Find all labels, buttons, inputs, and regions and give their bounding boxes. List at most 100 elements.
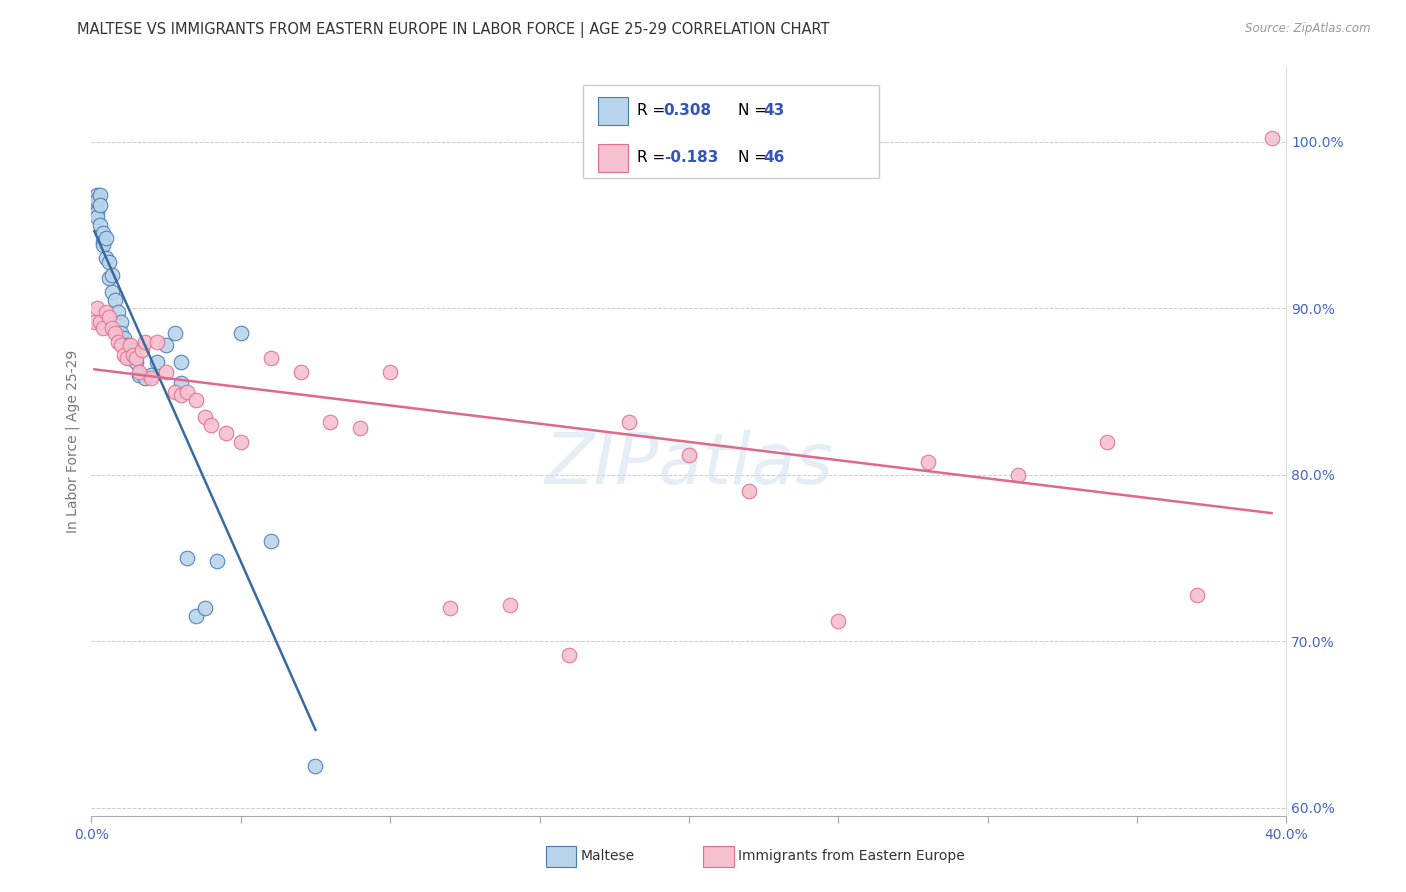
Point	[146, 334, 169, 349]
Point	[86, 204, 108, 219]
Point	[101, 285, 124, 299]
Point	[499, 598, 522, 612]
Point	[98, 271, 121, 285]
Text: R =: R =	[637, 103, 671, 119]
Text: 46: 46	[763, 150, 785, 165]
Point	[93, 227, 115, 241]
Point	[259, 351, 281, 366]
Point	[93, 238, 115, 252]
Point	[737, 484, 759, 499]
Point	[98, 254, 121, 268]
Point	[120, 338, 142, 352]
Text: Maltese: Maltese	[581, 849, 634, 863]
Point	[619, 415, 641, 429]
Point	[83, 204, 105, 219]
Point	[110, 315, 132, 329]
Point	[112, 348, 135, 362]
Point	[83, 193, 105, 207]
Point	[101, 268, 124, 282]
Point	[122, 348, 145, 362]
Text: 0.308: 0.308	[664, 103, 711, 119]
Point	[439, 601, 461, 615]
Point	[115, 338, 138, 352]
Point	[184, 392, 207, 407]
Point	[827, 615, 849, 629]
Text: MALTESE VS IMMIGRANTS FROM EASTERN EUROPE IN LABOR FORCE | AGE 25-29 CORRELATION: MALTESE VS IMMIGRANTS FROM EASTERN EUROP…	[77, 22, 830, 38]
Point	[86, 301, 108, 316]
Point	[122, 343, 145, 357]
Point	[917, 454, 939, 468]
Point	[194, 409, 217, 424]
Point	[184, 609, 207, 624]
Point	[115, 351, 138, 366]
Point	[93, 235, 115, 249]
Point	[176, 551, 198, 566]
Point	[89, 315, 111, 329]
Point	[83, 315, 105, 329]
Point	[349, 421, 371, 435]
Point	[107, 304, 129, 318]
Point	[86, 210, 108, 224]
Point	[112, 331, 135, 345]
Point	[1097, 434, 1119, 449]
Point	[259, 534, 281, 549]
Point	[101, 321, 124, 335]
Text: Source: ZipAtlas.com: Source: ZipAtlas.com	[1246, 22, 1371, 36]
Point	[104, 293, 127, 307]
Point	[96, 304, 118, 318]
Text: N =: N =	[738, 150, 772, 165]
Point	[89, 218, 111, 232]
Point	[125, 351, 148, 366]
Point	[86, 193, 108, 207]
Point	[194, 601, 217, 615]
Point	[170, 354, 193, 368]
Text: Immigrants from Eastern Europe: Immigrants from Eastern Europe	[738, 849, 965, 863]
Point	[83, 202, 105, 216]
Point	[128, 365, 150, 379]
Point	[170, 388, 193, 402]
Y-axis label: In Labor Force | Age 25-29: In Labor Force | Age 25-29	[66, 350, 80, 533]
Point	[96, 252, 118, 266]
Point	[134, 334, 156, 349]
Point	[104, 326, 127, 341]
Point	[155, 338, 177, 352]
Point	[558, 648, 581, 662]
Point	[319, 415, 342, 429]
Point	[107, 334, 129, 349]
Point	[176, 384, 198, 399]
Point	[229, 326, 252, 341]
Point	[155, 365, 177, 379]
Point	[131, 343, 153, 357]
Point	[86, 188, 108, 202]
Text: 43: 43	[763, 103, 785, 119]
Point	[98, 310, 121, 324]
Point	[1185, 588, 1208, 602]
Point	[163, 326, 186, 341]
Point	[89, 198, 111, 212]
Point	[215, 426, 238, 441]
Point	[304, 759, 326, 773]
Text: N =: N =	[738, 103, 772, 119]
Point	[120, 351, 142, 366]
Point	[290, 365, 312, 379]
Point	[141, 371, 163, 385]
Point	[678, 448, 700, 462]
Point	[200, 417, 222, 432]
Point	[93, 321, 115, 335]
Text: R =: R =	[637, 150, 671, 165]
Point	[96, 231, 118, 245]
Text: -0.183: -0.183	[664, 150, 718, 165]
Text: ZIPatlas: ZIPatlas	[544, 430, 834, 499]
Point	[134, 371, 156, 385]
Point	[163, 384, 186, 399]
Point	[125, 354, 148, 368]
Point	[1007, 467, 1029, 482]
Point	[229, 434, 252, 449]
Point	[110, 326, 132, 341]
Point	[146, 354, 169, 368]
Point	[380, 365, 402, 379]
Point	[141, 368, 163, 382]
Point	[89, 188, 111, 202]
Point	[128, 368, 150, 382]
Point	[110, 338, 132, 352]
